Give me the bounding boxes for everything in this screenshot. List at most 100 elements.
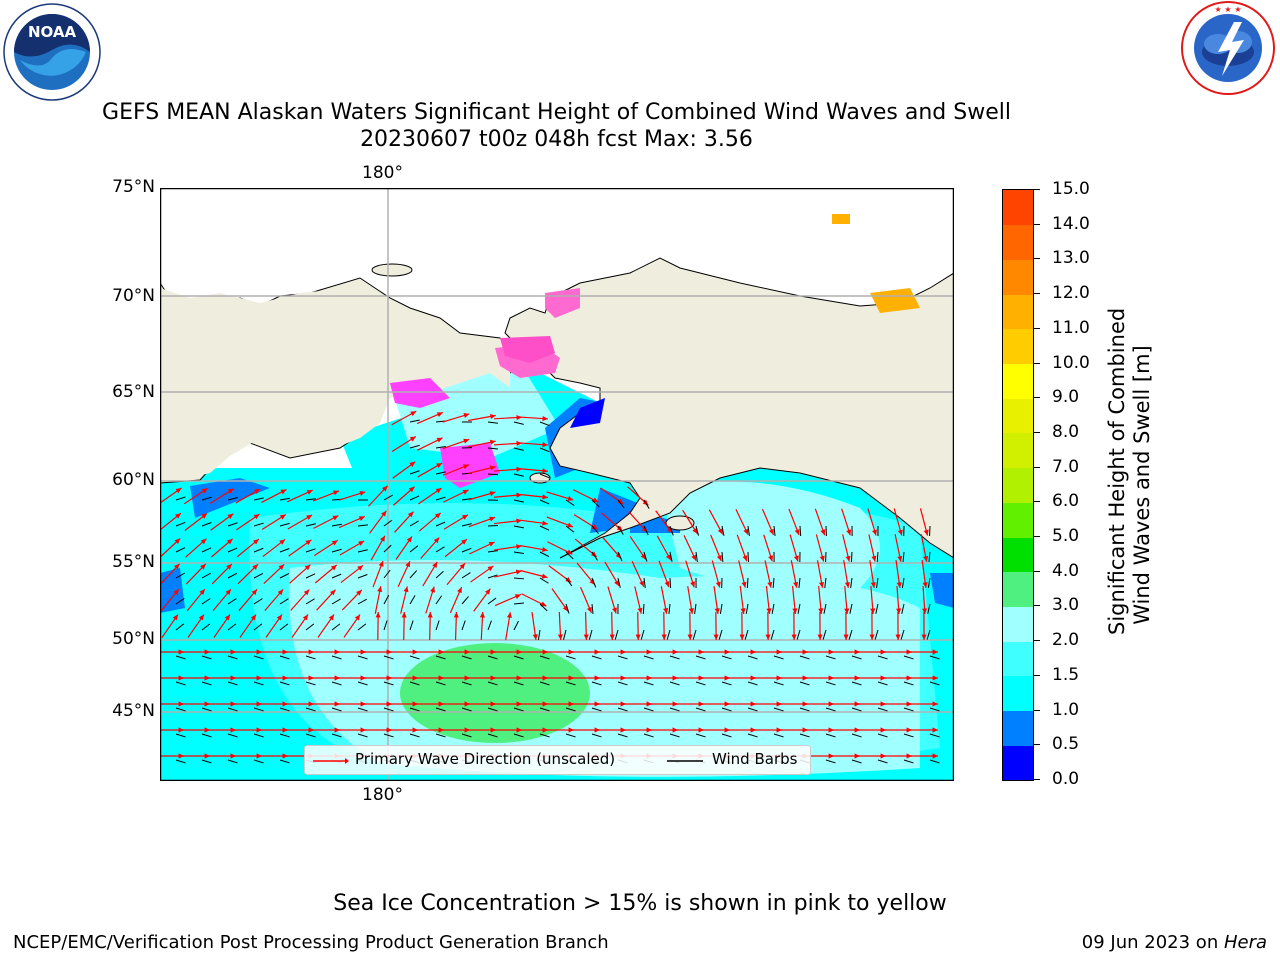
wind-barb (669, 681, 680, 686)
wave-arrow-head (436, 412, 443, 417)
wave-arrow-head (436, 463, 443, 468)
legend-wind-label: Wind Barbs (712, 750, 798, 768)
wind-barb (929, 681, 940, 686)
wave-arrow-head (204, 649, 210, 655)
wind-barb (409, 595, 416, 605)
wave-arrow-head (609, 634, 615, 640)
wave-arrow-head (282, 675, 288, 681)
wave-arrow-head (672, 675, 678, 681)
colorbar-tick-mark (1034, 779, 1040, 780)
wind-barb (642, 603, 645, 615)
wind-barb (721, 525, 725, 536)
wave-arrow-head (226, 564, 232, 570)
wind-barb (694, 603, 697, 614)
wave-arrow-head (880, 701, 886, 707)
wind-barb (539, 577, 549, 584)
island-kodiak (665, 515, 695, 531)
footer-branch: NCEP/EMC/Verification Post Processing Pr… (13, 932, 609, 953)
wind-barb (617, 707, 628, 712)
wave-arrow-head (280, 489, 287, 495)
coast-blue-6 (930, 573, 954, 608)
wind-barb (175, 496, 186, 501)
wave-arrow-head (227, 513, 234, 520)
wind-barb (201, 522, 212, 527)
wave-arrow-head (178, 727, 184, 733)
wind-barb (383, 655, 394, 660)
wave-arrow-head (433, 537, 440, 544)
wave-arrow-head (724, 675, 730, 681)
wind-barb (409, 707, 420, 712)
wind-barb (331, 548, 342, 553)
wind-barb (305, 598, 315, 605)
colorbar-segment (1003, 606, 1033, 642)
wind-barb (695, 707, 706, 712)
wave-arrow-head (178, 649, 184, 655)
wind-barb (903, 759, 914, 764)
wind-barb (848, 629, 853, 640)
wave-arrow-head (178, 675, 184, 681)
wind-barb (279, 598, 289, 605)
wind-barb (461, 733, 472, 738)
colorbar-segment (1003, 502, 1033, 538)
wave-arrow-head (740, 608, 746, 614)
land-alaska (555, 188, 954, 303)
wind-barb (851, 759, 862, 764)
wave-arrow-head (276, 614, 282, 621)
wind-barb (692, 629, 697, 640)
wave-arrow-head (381, 485, 388, 492)
colorbar (1002, 189, 1034, 781)
wave-arrow-head (765, 634, 771, 640)
wind-barb (902, 551, 905, 563)
wave-arrow-head (568, 727, 574, 733)
colorbar-tick-label: 0.5 (1052, 734, 1080, 755)
wind-barb (487, 421, 498, 424)
wave-arrow-head (304, 564, 311, 571)
wave-arrow-head (819, 555, 825, 562)
wave-arrow-head (204, 753, 210, 759)
wind-barb (799, 681, 810, 686)
wave-arrow-head (516, 544, 522, 550)
wave-arrow-head (358, 540, 365, 546)
island-wrangel (371, 263, 413, 277)
colorbar-segment (1003, 328, 1033, 365)
wind-barb (825, 707, 836, 712)
svg-text:★ ★ ★: ★ ★ ★ (1214, 5, 1241, 14)
wind-barb (591, 603, 594, 614)
wind-barb (383, 733, 394, 738)
max-wave-area (400, 643, 590, 743)
wave-arrow-head (360, 701, 366, 707)
wave-arrow-head (459, 563, 466, 570)
wind-barb (227, 598, 237, 605)
wave-arrow-head (895, 634, 901, 640)
sea-ice-anadyr (440, 443, 500, 488)
wind-barb (513, 421, 524, 425)
wind-barb (591, 525, 599, 534)
wave-arrow-head (698, 649, 704, 655)
footer-host: Hera (1223, 932, 1267, 953)
wind-barb (614, 629, 619, 640)
wave-arrow-head (896, 608, 902, 614)
wave-arrow-head (932, 701, 938, 707)
wind-barb (773, 655, 784, 660)
wave-arrow-head (253, 539, 259, 545)
wind-barb (565, 733, 576, 738)
wave-arrow-head (462, 489, 469, 495)
wave-arrow-head (201, 513, 208, 519)
wind-barb (253, 598, 263, 605)
wind-barb (461, 596, 469, 605)
wind-barb (253, 655, 264, 660)
wind-barb (175, 733, 186, 738)
wind-barb (305, 623, 315, 631)
wind-barb (357, 681, 368, 686)
wave-arrow-head (464, 675, 470, 681)
svg-text:NOAA: NOAA (28, 23, 77, 41)
wave-arrow-head (250, 614, 256, 621)
wave-arrow-head (489, 439, 496, 445)
wind-barb (513, 525, 524, 529)
wave-arrow-head (922, 582, 928, 588)
wind-barb (513, 707, 524, 712)
wind-barb (331, 598, 341, 605)
wind-barb (435, 471, 446, 475)
wind-barb (435, 445, 446, 449)
wind-barb (876, 551, 879, 563)
